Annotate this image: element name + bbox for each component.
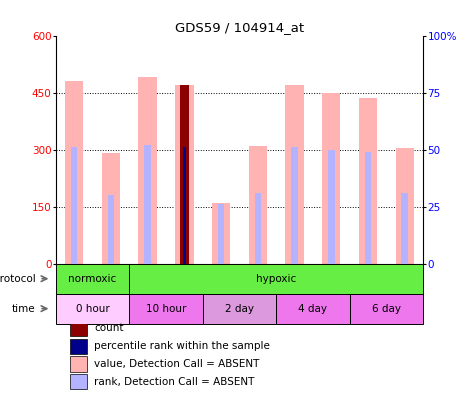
Bar: [291, 147, 298, 264]
Bar: [71, 321, 87, 336]
Bar: [218, 204, 225, 264]
Bar: [183, 147, 186, 264]
Text: normoxic: normoxic: [68, 274, 117, 284]
Bar: [56, 294, 129, 324]
Bar: [56, 264, 129, 294]
Text: 4 day: 4 day: [299, 304, 327, 314]
Bar: [71, 356, 87, 371]
Bar: [286, 85, 304, 264]
Bar: [276, 294, 350, 324]
Bar: [144, 145, 151, 264]
Bar: [203, 294, 276, 324]
Text: value, Detection Call = ABSENT: value, Detection Call = ABSENT: [94, 359, 260, 369]
Bar: [254, 193, 261, 264]
Bar: [396, 148, 414, 264]
Text: protocol: protocol: [0, 274, 36, 284]
Bar: [181, 147, 188, 264]
Bar: [71, 147, 78, 264]
Text: rank, Detection Call = ABSENT: rank, Detection Call = ABSENT: [94, 377, 255, 387]
Text: 2 day: 2 day: [225, 304, 254, 314]
Bar: [102, 154, 120, 264]
Bar: [359, 98, 377, 264]
Bar: [71, 339, 87, 354]
Text: 10 hour: 10 hour: [146, 304, 186, 314]
Bar: [139, 78, 157, 264]
Bar: [107, 195, 114, 264]
Bar: [322, 93, 340, 264]
Title: GDS59 / 104914_at: GDS59 / 104914_at: [175, 21, 304, 34]
Text: 0 hour: 0 hour: [76, 304, 109, 314]
Bar: [365, 152, 372, 264]
Bar: [401, 193, 408, 264]
Bar: [65, 81, 83, 264]
Bar: [212, 203, 230, 264]
Text: hypoxic: hypoxic: [256, 274, 296, 284]
Bar: [175, 85, 193, 264]
Bar: [180, 85, 189, 264]
Bar: [350, 294, 423, 324]
Text: 6 day: 6 day: [372, 304, 401, 314]
Bar: [71, 374, 87, 389]
Text: count: count: [94, 324, 124, 333]
Text: time: time: [12, 304, 36, 314]
Bar: [328, 150, 335, 264]
Bar: [129, 294, 203, 324]
Text: percentile rank within the sample: percentile rank within the sample: [94, 341, 270, 351]
Bar: [249, 146, 267, 264]
Bar: [129, 264, 423, 294]
